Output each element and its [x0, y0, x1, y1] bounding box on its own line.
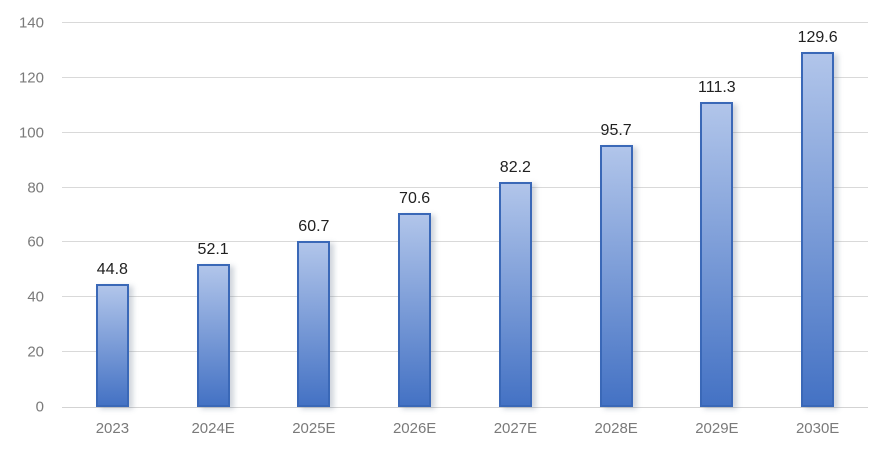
gridline [62, 241, 868, 243]
data-label: 52.1 [197, 241, 229, 259]
bar-2023[interactable] [95, 284, 129, 407]
data-label: 95.7 [600, 121, 632, 139]
bar-2029e[interactable] [700, 101, 734, 407]
bar-slot: 95.7 [566, 23, 667, 407]
bar-2028e[interactable] [599, 144, 633, 407]
y-tick-label: 40 [27, 288, 44, 306]
x-tick-label: 2028E [594, 420, 638, 437]
gridline [62, 186, 868, 188]
x-tick-label: 2026E [392, 420, 437, 437]
gridlines [62, 22, 868, 407]
x-tick-label: 2027E [493, 420, 538, 437]
bar-2024e[interactable] [196, 264, 230, 407]
bar-slot: 44.8 [62, 23, 163, 407]
x-tick-label: 2023 [95, 420, 130, 437]
data-label: 129.6 [797, 28, 838, 46]
y-axis-labels: 0 20 40 60 80 100 120 140 [0, 16, 44, 415]
bar-2026e[interactable] [398, 213, 432, 407]
x-axis-labels: 2023 2024E 2025E 2026E 2027E 2028E 2029E 2030E [62, 420, 868, 437]
bar-2030e[interactable] [801, 51, 835, 407]
gridline [62, 131, 868, 133]
y-tick-label: 140 [18, 14, 44, 32]
bar-2027e[interactable] [498, 181, 532, 407]
y-tick-label: 120 [18, 69, 44, 87]
x-tick-label: 2030E [795, 420, 840, 437]
data-label: 44.8 [96, 261, 128, 279]
gridline [62, 22, 868, 23]
data-label: 60.7 [298, 217, 330, 235]
bar-slot: 111.3 [667, 23, 768, 407]
x-tick-label: 2029E [695, 420, 739, 437]
data-label: 82.2 [499, 158, 531, 176]
bar-slot: 60.7 [264, 23, 365, 407]
x-tick-label: 2025E [292, 420, 336, 437]
y-tick-label: 0 [35, 398, 44, 416]
gridline [62, 76, 868, 78]
bar-slot: 82.2 [465, 23, 566, 407]
bar-slot: 129.6 [767, 23, 868, 407]
bar-slot: 70.6 [364, 23, 465, 407]
bars: 44.8 52.1 60.7 70.6 82.2 95.7 111.3 129.6 [62, 23, 868, 407]
y-tick-label: 80 [27, 179, 44, 197]
data-label: 111.3 [698, 78, 736, 96]
gridline [62, 296, 868, 298]
bar-2025e[interactable] [297, 240, 331, 407]
bar-slot: 52.1 [163, 23, 264, 407]
y-tick-label: 100 [18, 124, 44, 142]
y-tick-label: 60 [27, 233, 44, 251]
x-tick-label: 2024E [191, 420, 235, 437]
plot-area: 44.8 52.1 60.7 70.6 82.2 95.7 111.3 129.6 [62, 22, 868, 408]
y-tick-label: 20 [27, 343, 44, 361]
data-label: 70.6 [399, 190, 431, 208]
gridline [62, 351, 868, 353]
